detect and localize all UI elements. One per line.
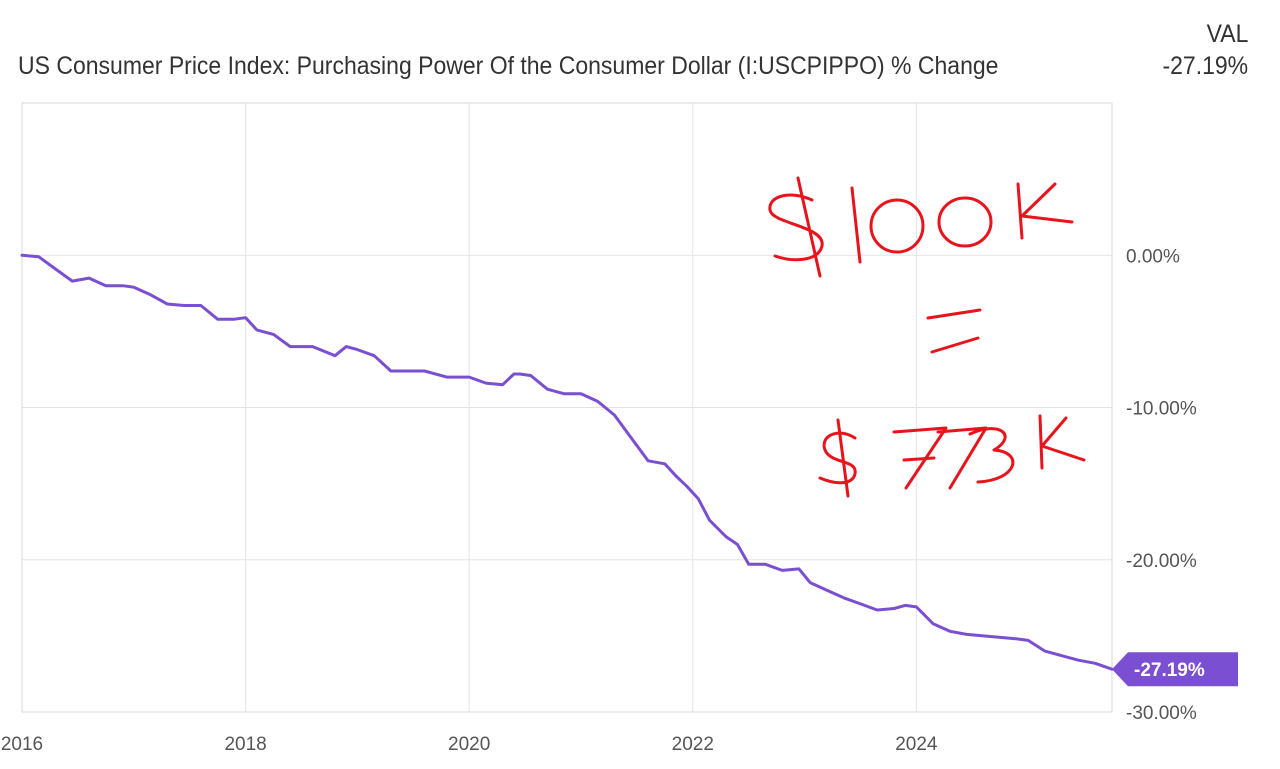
y-tick-label: 0.00%: [1126, 246, 1180, 267]
handwritten-annotation: [768, 176, 1086, 498]
x-tick-label: 2020: [448, 734, 490, 755]
last-value-badge: -27.19%: [1112, 652, 1238, 687]
y-tick-label: -20.00%: [1126, 551, 1197, 572]
val-current-value: -27.19%: [1162, 52, 1248, 80]
y-tick-label: -10.00%: [1126, 399, 1197, 420]
last-value-badge-label: -27.19%: [1134, 660, 1205, 681]
x-axis-ticks: 2016 2018 2020 2022 2024: [1, 734, 938, 755]
val-column-header: VAL: [1206, 20, 1248, 48]
grid-lines: [21, 103, 1112, 713]
last-value-badge-shape: [1112, 652, 1238, 687]
x-tick-label: 2024: [895, 734, 938, 755]
series-line: [20, 253, 1114, 671]
chart-title: US Consumer Price Index: Purchasing Powe…: [18, 52, 999, 80]
x-tick-label: 2018: [224, 734, 266, 755]
x-tick-label: 2022: [672, 734, 714, 755]
y-tick-label: -30.00%: [1126, 703, 1197, 724]
x-tick-label: 2016: [1, 734, 43, 755]
plot-frame: [21, 102, 1113, 713]
y-axis-ticks: 0.00% -10.00% -20.00% -30.00%: [1126, 246, 1197, 724]
